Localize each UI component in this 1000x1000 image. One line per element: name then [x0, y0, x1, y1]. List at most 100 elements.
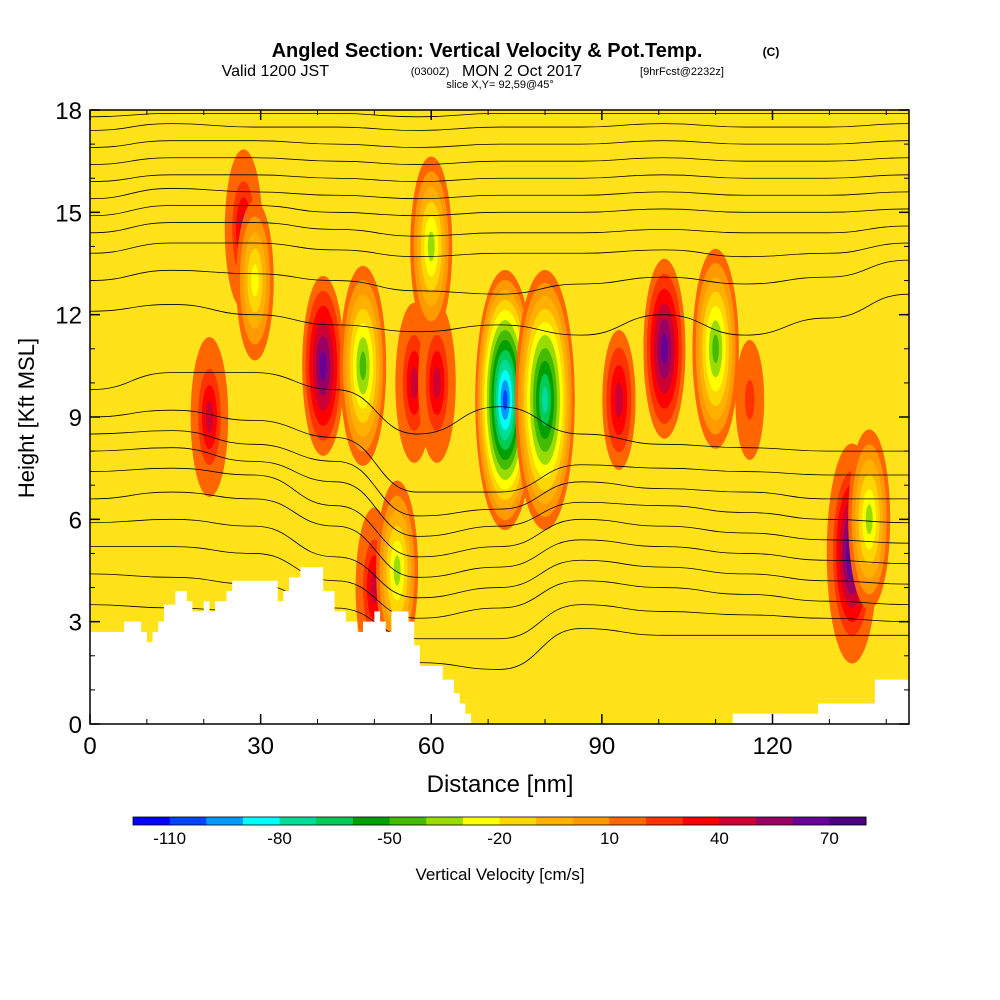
velocity-contour-band: [502, 389, 508, 410]
y-axis: 0 3 6 9 12 15 18: [55, 98, 909, 739]
colorbar-swatch: [572, 817, 610, 825]
theta-isoline: [90, 242, 909, 258]
colorbar-swatch: [316, 817, 354, 825]
velocity-contour-band: [427, 231, 435, 262]
colorbar-swatch: [389, 817, 427, 825]
colorbar-swatch: [829, 817, 867, 825]
x-axis: 0 30 60 90 120: [83, 110, 887, 760]
velocity-cell: [692, 248, 739, 449]
colorbar-swatch: [426, 817, 464, 825]
colorbar-swatch: [352, 817, 391, 825]
y-tick-label: 0: [69, 712, 82, 739]
theta-isoline: [90, 293, 909, 336]
colorbar-swatch: [499, 817, 537, 825]
colorbar-tick-label: 40: [710, 829, 729, 848]
colorbar-label: Vertical Velocity [cm/s]: [415, 865, 584, 884]
theta-isoline: [90, 188, 909, 200]
velocity-contour-band: [410, 366, 418, 399]
velocity-contour-band: [251, 264, 259, 297]
theta-isoline: [90, 140, 909, 148]
theta-isoline: [90, 259, 909, 295]
valid-time-utc: (0300Z): [411, 66, 450, 78]
x-tick-label: 30: [247, 733, 274, 760]
velocity-cell: [190, 337, 229, 497]
velocity-cell: [848, 429, 891, 610]
theta-isoline: [90, 447, 909, 537]
colorbar-swatch: [609, 817, 647, 825]
forecast-tag: [9hrFcst@2232z]: [640, 66, 724, 78]
colorbar-frame: [132, 816, 867, 826]
colorbar-swatch: [536, 817, 574, 825]
terrain-mask: [90, 567, 909, 724]
theta-isoline: [90, 174, 909, 183]
velocity-cell: [735, 339, 765, 460]
theta-isoline: [90, 430, 909, 517]
colorbar-swatch: [756, 817, 794, 825]
colorbar-swatch: [242, 817, 281, 825]
colorbar-swatch: [682, 817, 720, 825]
theta-isoline: [90, 467, 909, 558]
velocity-contour-band: [614, 382, 624, 418]
plot-area: [90, 110, 909, 724]
x-tick-label: 0: [83, 733, 96, 760]
colorbar-swatch: [133, 817, 171, 825]
theta-isoline: [90, 123, 909, 131]
y-tick-label: 12: [55, 303, 82, 330]
colorbar-tick-label: 10: [600, 829, 619, 848]
velocity-contour-band: [712, 334, 719, 364]
velocity-cell: [418, 302, 456, 463]
y-axis-label: Height [Kft MSL]: [14, 338, 39, 498]
theta-isoline: [90, 372, 909, 452]
theta-isoline: [90, 409, 909, 493]
velocity-contour-band: [542, 386, 548, 413]
theta-isoline: [90, 491, 909, 578]
velocity-cell: [602, 329, 636, 470]
theta-isoline: [90, 205, 909, 217]
velocity-cell: [410, 156, 453, 337]
theta-isoline: [90, 157, 909, 165]
colorbar-swatch: [169, 817, 207, 825]
velocity-contour-band: [359, 351, 367, 381]
velocity-contour-band: [865, 504, 873, 535]
velocity-cell: [236, 200, 274, 361]
theta-isoline: [90, 222, 909, 237]
colorbar-swatch: [206, 817, 244, 825]
y-tick-label: 6: [69, 507, 82, 534]
x-tick-label: 90: [589, 733, 616, 760]
colorbar-tick-label: -20: [487, 829, 512, 848]
chart-title: Angled Section: Vertical Velocity & Pot.…: [272, 40, 703, 62]
velocity-cell: [302, 275, 345, 456]
colorbar-tick-label: -50: [377, 829, 402, 848]
x-tick-label: 60: [418, 733, 445, 760]
colorbar-tick-label: -80: [267, 829, 292, 848]
velocity-contour-band: [205, 401, 214, 433]
theta-isoline: [90, 546, 909, 619]
colorbar-swatch: [646, 817, 684, 825]
colorbar: [132, 816, 867, 826]
colorbar-tick-label: -110: [153, 829, 186, 848]
velocity-contour-band: [393, 555, 401, 586]
velocity-cell: [515, 269, 575, 530]
x-axis-label: Distance [nm]: [427, 771, 574, 798]
x-tick-label: 120: [752, 733, 792, 760]
colorbar-tick-labels: -110 -80 -50 -20 10 40 70: [153, 829, 839, 848]
colorbar-swatch: [792, 817, 830, 825]
valid-time-prefix: Valid 1200 JST: [222, 63, 330, 80]
theta-isoline: [90, 518, 909, 599]
velocity-contour-band: [744, 379, 755, 420]
y-tick-label: 15: [55, 200, 82, 227]
theta-isoline: [90, 573, 909, 640]
velocity-contour-band: [433, 366, 441, 399]
colorbar-swatch: [462, 817, 500, 825]
colorbar-tick-label: 70: [820, 829, 839, 848]
y-tick-label: 3: [69, 610, 82, 637]
velocity-cell: [339, 265, 387, 466]
velocity-cell: [643, 258, 686, 439]
velocity-field: [190, 149, 891, 668]
velocity-contour-band: [660, 333, 668, 364]
slice-label: slice X,Y= 92,59@45°: [446, 79, 554, 91]
y-tick-label: 18: [55, 98, 82, 125]
colorbar-swatch: [279, 817, 317, 825]
velocity-contour-band: [319, 350, 327, 381]
